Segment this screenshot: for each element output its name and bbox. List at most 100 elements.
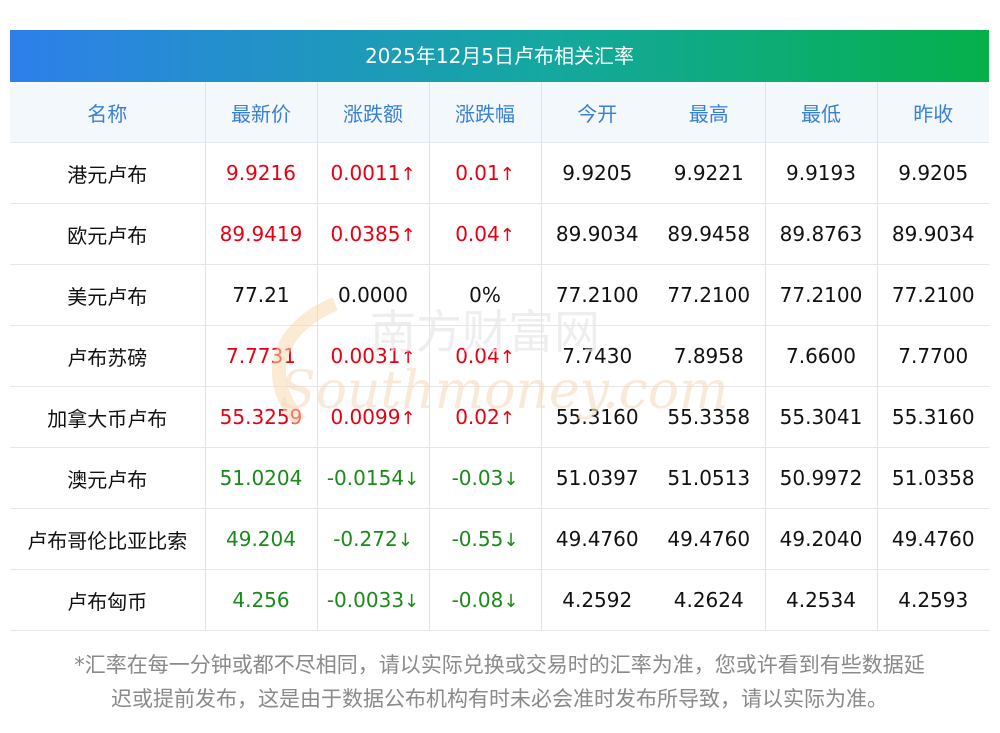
cell-open-value: 9.9205 [562, 161, 633, 185]
arrow-up-icon: ↑ [400, 164, 416, 185]
cell-name-value: 欧元卢布 [67, 223, 148, 248]
cell-high: 51.0513 [653, 447, 766, 509]
cell-change: 0.0011↑ [317, 142, 430, 204]
cell-latest: 9.9216 [205, 142, 318, 204]
cell-pct-value: 0% [469, 283, 501, 307]
cell-latest: 77.21 [205, 264, 318, 326]
cell-low: 9.9193 [765, 142, 878, 204]
arrow-down-icon: ↓ [503, 469, 519, 490]
cell-prev-value: 51.0358 [891, 466, 975, 490]
cell-high-value: 9.9221 [673, 161, 744, 185]
cell-latest: 89.9419 [205, 203, 318, 265]
cell-prev: 89.9034 [877, 203, 989, 265]
arrow-down-icon: ↓ [503, 591, 519, 612]
cell-latest: 7.7731 [205, 325, 318, 387]
cell-high-value: 7.8958 [673, 344, 744, 368]
cell-open: 77.2100 [541, 264, 653, 326]
cell-open: 51.0397 [541, 447, 653, 509]
cell-open-value: 4.2592 [562, 588, 633, 612]
rate-panel: 2025年12月5日卢布相关汇率 名称 最新价 涨跌额 涨跌幅 今开 最高 最低… [10, 30, 989, 631]
cell-name: 卢布匈币 [10, 569, 206, 631]
cell-prev: 77.2100 [877, 264, 989, 326]
cell-low: 7.6600 [765, 325, 878, 387]
cell-change: -0.0033↓ [317, 569, 430, 631]
cell-open-value: 77.2100 [555, 283, 639, 307]
column-header-latest: 最新价 [205, 82, 318, 143]
arrow-up-icon: ↑ [499, 408, 515, 429]
cell-high-value: 77.2100 [667, 283, 751, 307]
footnote: *汇率在每一分钟或都不尽相同，请以实际兑换或交易时的汇率为准，您或许看到有些数据… [10, 648, 989, 716]
cell-latest-value: 9.9216 [226, 161, 296, 185]
cell-prev-value: 49.4760 [891, 527, 975, 551]
cell-name-value: 加拿大币卢布 [47, 406, 168, 431]
cell-latest-value: 55.3259 [219, 405, 303, 429]
cell-open: 4.2592 [541, 569, 653, 631]
cell-open: 49.4760 [541, 508, 653, 570]
arrow-up-icon: ↑ [499, 225, 515, 246]
cell-change: 0.0099↑ [317, 386, 430, 448]
cell-pct: 0.02↑ [429, 386, 542, 448]
cell-low-value: 50.9972 [779, 466, 863, 490]
cell-name: 加拿大币卢布 [10, 386, 206, 448]
table-row: 欧元卢布 89.9419 0.0385↑ 0.04↑ 89.9034 89.9458 89.… [10, 203, 989, 265]
cell-high: 7.8958 [653, 325, 766, 387]
cell-change-value: 0.0385 [330, 222, 401, 246]
cell-pct-value: 0.01 [455, 161, 500, 185]
footnote-line-2: 迟或提前发布，这是由于数据公布机构有时未必会准时发布所导致，请以实际为准。 [111, 687, 888, 711]
page-title: 2025年12月5日卢布相关汇率 [10, 30, 989, 82]
cell-prev: 55.3160 [877, 386, 989, 448]
arrow-down-icon: ↓ [404, 469, 420, 490]
cell-low: 50.9972 [765, 447, 878, 509]
column-header-change: 涨跌额 [317, 82, 430, 143]
cell-pct-value: -0.08 [451, 588, 504, 612]
arrow-up-icon: ↑ [499, 164, 515, 185]
cell-open: 55.3160 [541, 386, 653, 448]
arrow-down-icon: ↓ [397, 530, 413, 551]
rate-table: 名称 最新价 涨跌额 涨跌幅 今开 最高 最低 昨收 港元卢布 9.9216 0.0… [10, 82, 989, 631]
cell-open-value: 55.3160 [555, 405, 639, 429]
table-row: 卢布匈币 4.256 -0.0033↓ -0.08↓ 4.2592 4.2624 4.253… [10, 569, 989, 631]
cell-prev-value: 55.3160 [891, 405, 975, 429]
cell-pct-value: 0.04 [455, 222, 500, 246]
cell-high: 89.9458 [653, 203, 766, 265]
cell-open-value: 51.0397 [555, 466, 639, 490]
cell-name: 欧元卢布 [10, 203, 206, 265]
cell-latest: 4.256 [205, 569, 318, 631]
cell-open-value: 89.9034 [555, 222, 639, 246]
arrow-up-icon: ↑ [400, 225, 416, 246]
cell-latest-value: 7.7731 [226, 344, 296, 368]
cell-low: 77.2100 [765, 264, 878, 326]
column-header-open: 今开 [541, 82, 653, 143]
cell-name: 港元卢布 [10, 142, 206, 204]
cell-name-value: 卢布哥伦比亚比索 [27, 528, 188, 553]
cell-prev: 4.2593 [877, 569, 989, 631]
cell-change-value: 0.0031 [330, 344, 401, 368]
cell-name: 卢布哥伦比亚比索 [10, 508, 206, 570]
cell-high-value: 49.4760 [667, 527, 751, 551]
cell-prev: 49.4760 [877, 508, 989, 570]
cell-change-value: -0.272 [333, 527, 398, 551]
cell-pct-value: -0.55 [451, 527, 504, 551]
cell-prev-value: 77.2100 [891, 283, 975, 307]
cell-prev: 51.0358 [877, 447, 989, 509]
cell-pct: -0.03↓ [429, 447, 542, 509]
cell-pct: 0.01↑ [429, 142, 542, 204]
cell-prev-value: 89.9034 [891, 222, 975, 246]
cell-low-value: 55.3041 [779, 405, 863, 429]
cell-open: 89.9034 [541, 203, 653, 265]
cell-pct: 0% [429, 264, 542, 326]
cell-high: 55.3358 [653, 386, 766, 448]
cell-change: -0.0154↓ [317, 447, 430, 509]
cell-latest: 51.0204 [205, 447, 318, 509]
table-row: 卢布哥伦比亚比索 49.204 -0.272↓ -0.55↓ 49.4760 49.476… [10, 508, 989, 570]
cell-latest: 49.204 [205, 508, 318, 570]
cell-pct: -0.55↓ [429, 508, 542, 570]
cell-high: 49.4760 [653, 508, 766, 570]
column-header-high: 最高 [653, 82, 766, 143]
cell-name-value: 美元卢布 [67, 284, 148, 309]
cell-low: 49.2040 [765, 508, 878, 570]
table-row: 美元卢布 77.21 0.0000 0% 77.2100 77.2100 77.2100 77… [10, 264, 989, 326]
footnote-line-1: *汇率在每一分钟或都不尽相同，请以实际兑换或交易时的汇率为准，您或许看到有些数据… [74, 653, 925, 677]
cell-low-value: 4.2534 [786, 588, 856, 612]
cell-latest-value: 49.204 [226, 527, 296, 551]
